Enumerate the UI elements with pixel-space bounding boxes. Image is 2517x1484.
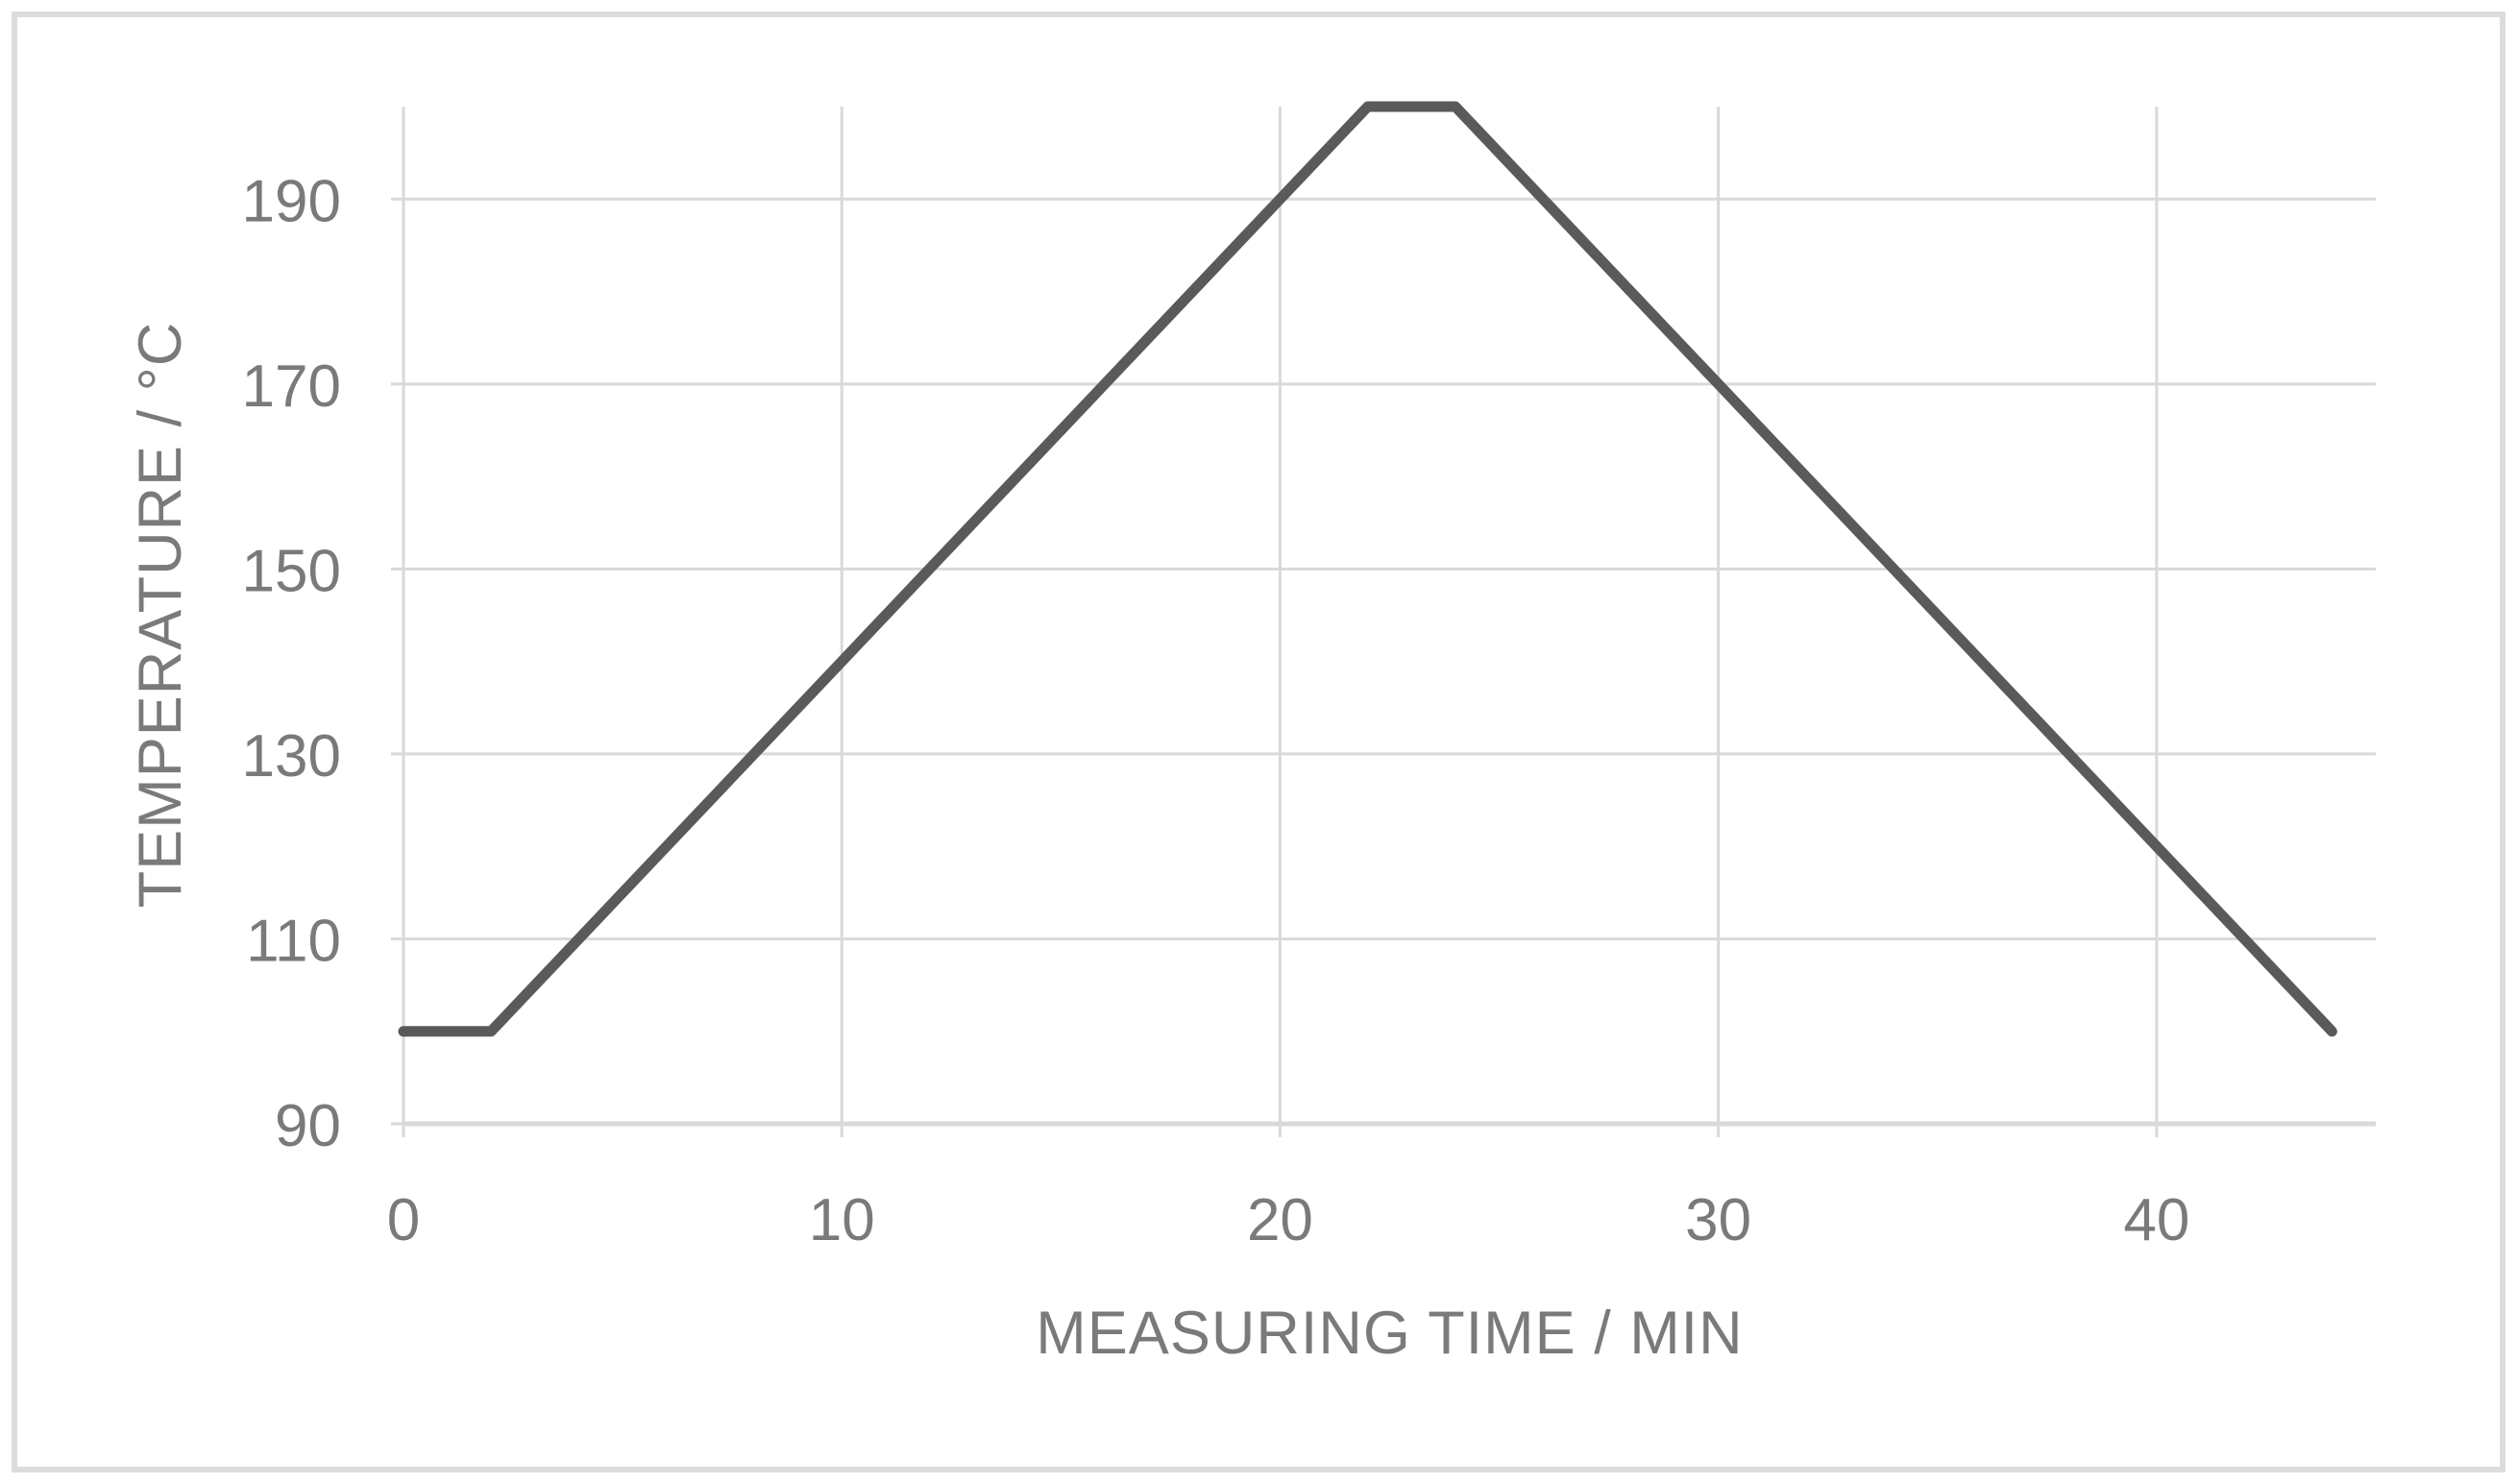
- y-tick-label: 170: [242, 353, 341, 420]
- y-axis-title: TEMPERATURE / °C: [127, 321, 194, 909]
- y-tick-label: 110: [246, 908, 341, 974]
- y-tick-label: 130: [242, 723, 341, 790]
- y-tick-label: 90: [275, 1093, 341, 1159]
- x-tick-label: 0: [387, 1187, 420, 1253]
- series-line-temperature-program: [398, 101, 2337, 1037]
- x-axis-title: MEASURING TIME / MIN: [1036, 1300, 1744, 1367]
- y-tick-label: 150: [242, 538, 341, 604]
- x-tick-label: 40: [2123, 1187, 2189, 1253]
- x-tick-label: 20: [1247, 1187, 1313, 1253]
- x-tick-label: 10: [809, 1187, 875, 1253]
- x-tick-label: 30: [1685, 1187, 1751, 1253]
- y-tick-label: 190: [242, 168, 341, 234]
